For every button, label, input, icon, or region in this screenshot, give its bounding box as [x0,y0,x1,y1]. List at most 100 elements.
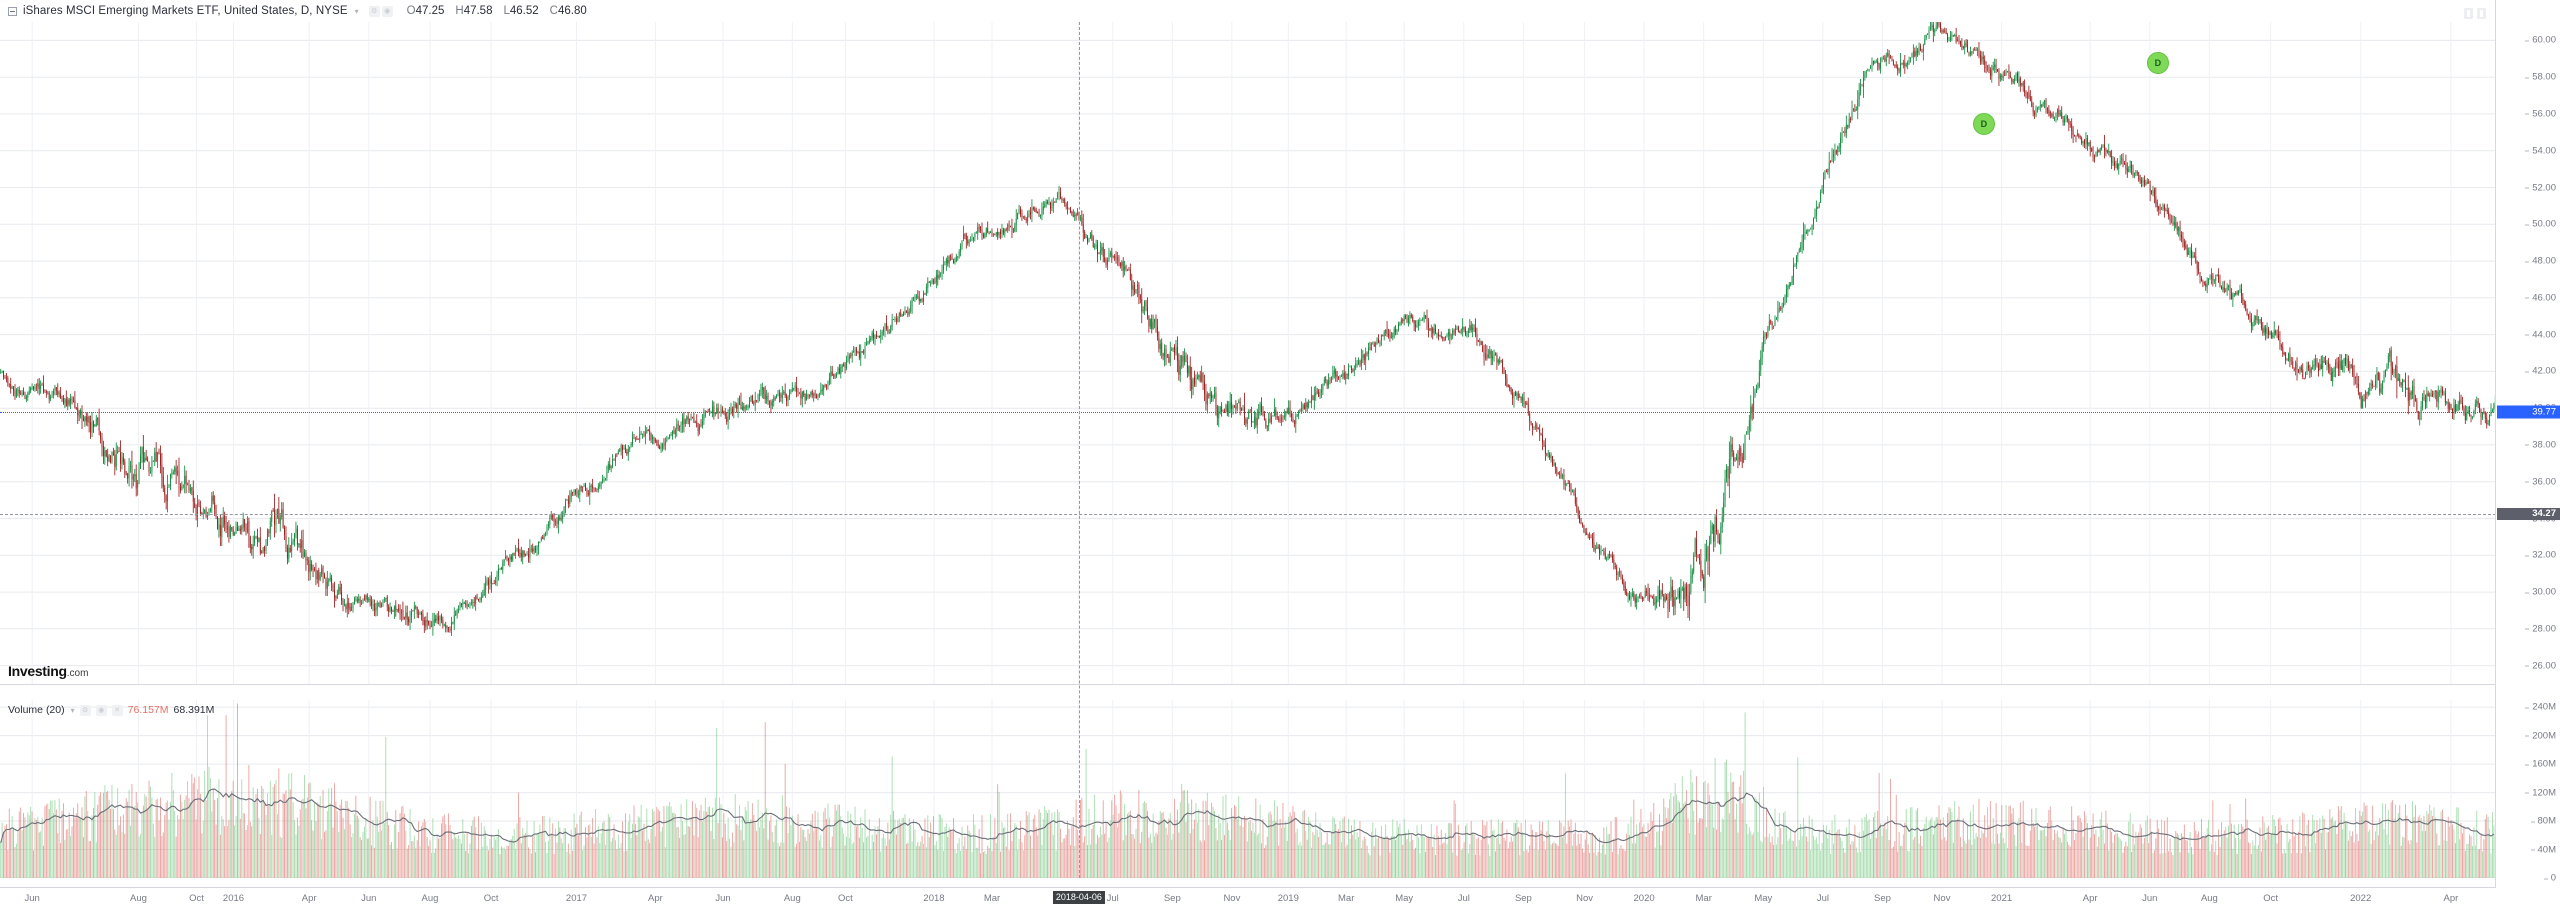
time-tick: 2021 [1991,893,2013,904]
chevron-down-icon[interactable]: ▾ [70,705,75,715]
volume-tick: 200M [2525,730,2556,742]
time-tick: Jul [1106,893,1119,904]
volume-value-secondary: 68.391M [173,704,215,716]
watermark-text: Investing [8,663,67,679]
price-tick: 50.00 [2525,218,2556,230]
time-tick: Oct [2263,893,2278,904]
close-icon[interactable]: ✕ [111,704,123,716]
price-pane[interactable] [0,22,2496,684]
chevron-down-icon[interactable]: ▾ [354,6,359,16]
time-tick: Sep [1163,893,1181,904]
price-tick: 54.00 [2525,145,2556,157]
price-axis[interactable]: 60.00 58.00 56.00 54.00 52.00 50.00 48.00 46.00… [2495,0,2560,910]
price-tick: 56.00 [2525,108,2556,120]
volume-series [0,703,2496,878]
price-tick: 38.00 [2525,439,2556,451]
symbol-title[interactable]: iShares MSCI Emerging Markets ETF, Unite… [23,5,348,17]
price-tick: 30.00 [2525,586,2556,598]
volume-tick: 120M [2525,787,2556,799]
ohlc-low: L46.52 [503,5,539,17]
price-tick: 44.00 [2525,329,2556,341]
time-tick: 2022 [2350,893,2372,904]
watermark-suffix: .com [66,668,89,679]
price-tick: 48.00 [2525,255,2556,267]
secondary-price-tag: 34.27 [2497,507,2560,520]
candlestick-series [0,22,2496,636]
panel-icon-1[interactable] [2464,8,2473,19]
price-tick: 26.00 [2525,660,2556,672]
time-tick: Jun [2142,893,2158,904]
price-tick: 42.00 [2525,365,2556,377]
time-tick: Aug [783,893,801,904]
price-tick: 28.00 [2525,623,2556,635]
time-tick: May [1395,893,1414,904]
time-tick: Mar [1695,893,1712,904]
time-tick: Sep [1514,893,1532,904]
settings-icon[interactable]: ⚙ [368,5,380,17]
crosshair-date-tag: 2018-04-06 [1052,891,1105,904]
volume-tick: 80M [2530,815,2556,827]
time-tick: Nov [1576,893,1594,904]
dividend-marker[interactable]: D [1972,113,1995,135]
time-tick: Aug [130,893,147,904]
time-tick: Aug [421,893,439,904]
ohlc-open: O47.25 [406,5,445,17]
time-tick: Jun [361,893,377,904]
ohlc-high: H47.58 [455,5,493,17]
top-right-icons [2464,8,2486,19]
price-tick: 60.00 [2525,34,2556,46]
time-tick: Jun [715,893,731,904]
time-tick: 2016 [222,893,245,904]
volume-tick: 160M [2525,758,2556,770]
current-price-tag: 39.77 [2497,405,2560,419]
current-price-line [0,412,2496,414]
legend-buttons: ⚙ ◉ [368,5,393,17]
volume-tick: 240M [2525,701,2556,713]
time-tick: 2020 [1633,893,1655,904]
time-tick: Oct [838,893,853,904]
time-tick: Jul [1457,893,1470,904]
time-tick: Sep [1874,893,1891,904]
time-tick: 2017 [565,893,588,904]
volume-value-primary: 76.157M [127,704,169,716]
settings-icon[interactable]: ⚙ [79,704,91,716]
eye-icon[interactable]: ◉ [381,5,393,17]
pane-separator[interactable] [0,684,2496,685]
price-tick: 46.00 [2525,292,2556,304]
time-tick: Apr [301,893,317,904]
time-tick: Nov [1933,893,1951,904]
dividend-marker[interactable]: D [2146,52,2169,74]
price-tick: 36.00 [2525,476,2556,488]
time-tick: Apr [2082,893,2098,904]
ohlc-close: C46.80 [549,5,587,17]
time-tick: Mar [983,893,1001,904]
minus-box-icon[interactable] [8,6,17,16]
volume-pane[interactable] [0,700,2496,878]
investing-watermark: Investing.com [8,663,88,679]
chart-legend-bar: iShares MSCI Emerging Markets ETF, Unite… [0,0,2560,22]
time-tick: May [1754,893,1773,904]
volume-tick: 40M [2530,844,2556,855]
time-tick: Aug [2200,893,2218,904]
time-tick: 2019 [1277,893,1299,904]
price-tick: 32.00 [2525,549,2556,561]
volume-tick: 0 [2543,872,2556,884]
volume-legend: Volume (20) ▾ ⚙ ◉ ✕ 76.157M 68.391M [8,704,214,716]
panel-icon-2[interactable] [2477,8,2486,19]
time-tick: Nov [1223,893,1241,904]
price-tick: 52.00 [2525,182,2556,193]
time-tick: Oct [483,893,499,904]
time-tick: Oct [189,893,204,904]
time-tick: 2018 [923,893,945,904]
volume-indicator-name[interactable]: Volume (20) [8,704,65,716]
crosshair-vertical [1078,22,1080,878]
time-tick: Jul [1816,893,1829,904]
eye-icon[interactable]: ◉ [95,704,107,716]
price-tick: 58.00 [2525,71,2556,83]
time-axis[interactable]: Jun Aug Oct 2016 Apr Jun Aug Oct 2017 Apr Jun Aug Oc… [0,887,2496,910]
time-tick: Apr [647,893,663,904]
time-tick: Mar [1338,893,1355,904]
time-tick: Apr [2443,893,2459,904]
ohlc-values: O47.25 H47.58 L46.52 C46.80 [407,5,587,17]
